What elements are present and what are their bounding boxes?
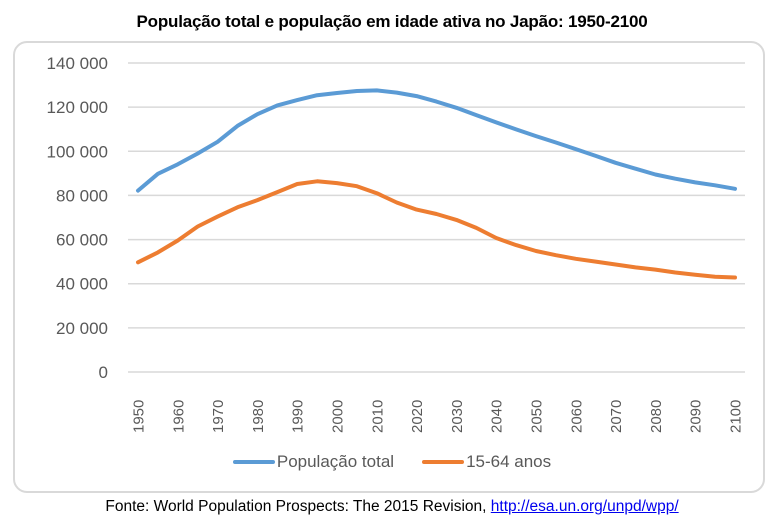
- legend-label-working-age: 15-64 anos: [466, 452, 552, 471]
- x-tick-label: 2090: [688, 400, 705, 433]
- x-tick-label: 2050: [529, 400, 546, 433]
- series-line-total: [136, 88, 737, 193]
- y-tick-label: 40 000: [56, 275, 108, 294]
- x-tick-label: 1970: [210, 400, 227, 433]
- x-tick-label: 1950: [131, 400, 148, 433]
- legend-swatch-working-age: [422, 460, 465, 464]
- legend-swatch-total: [232, 460, 275, 464]
- x-tick-label: 1980: [250, 400, 267, 433]
- source-text: Fonte: World Population Prospects: The 2…: [105, 498, 491, 515]
- x-tick-label: 2040: [489, 400, 506, 433]
- x-tick-label: 2030: [449, 400, 466, 433]
- x-tick-label: 2070: [608, 400, 625, 433]
- x-axis-ticks: 1950 1960 1970 1980 1990 2000 2010 2020 2030 2040…: [131, 400, 745, 433]
- x-tick-label: 1960: [170, 400, 187, 433]
- gridlines: [128, 62, 745, 373]
- source-note: Fonte: World Population Prospects: The 2…: [0, 498, 784, 516]
- x-tick-label: 2060: [568, 400, 585, 433]
- series-line-working-age: [136, 179, 737, 280]
- source-link[interactable]: http://esa.un.org/unpd/wpp/: [490, 498, 679, 515]
- y-axis-ticks: 0 20 000 40 000 60 000 80 000 100 000 120 000 1…: [47, 54, 108, 382]
- y-tick-label: 0: [99, 363, 108, 382]
- y-tick-label: 80 000: [56, 186, 108, 205]
- x-tick-label: 2080: [648, 400, 665, 433]
- legend-item-working-age: 15-64 anos: [422, 452, 551, 472]
- y-tick-label: 140 000: [47, 54, 108, 73]
- x-tick-label: 2000: [330, 400, 347, 433]
- chart-title: População total e população em idade ati…: [136, 12, 648, 31]
- y-tick-label: 20 000: [56, 319, 108, 338]
- y-tick-label: 60 000: [56, 231, 108, 250]
- x-tick-label: 1990: [290, 400, 307, 433]
- y-tick-label: 100 000: [47, 142, 108, 161]
- x-tick-label: 2100: [728, 400, 745, 433]
- legend-item-total: População total: [232, 452, 395, 472]
- x-tick-label: 2020: [409, 400, 426, 433]
- legend-label-total: População total: [276, 452, 395, 471]
- legend: População total 15-64 anos: [0, 452, 784, 472]
- y-tick-label: 120 000: [47, 98, 108, 117]
- x-tick-label: 2010: [369, 400, 386, 433]
- series-lines: [136, 88, 737, 280]
